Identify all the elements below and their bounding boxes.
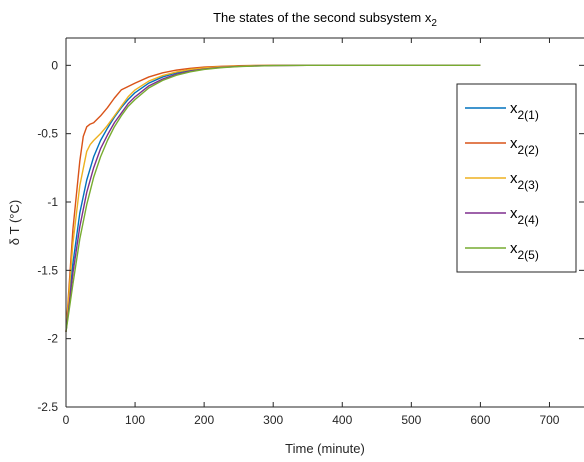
x-tick-label: 300 — [263, 413, 283, 427]
legend-entry-subscript: 2(5) — [518, 248, 539, 262]
series-layer — [65, 64, 481, 332]
chart-title-main: The states of the second subsystem x — [213, 10, 432, 25]
series-line-2(5) — [65, 64, 481, 332]
chart-title-subscript: 2 — [431, 18, 437, 29]
y-tick-label: -0.5 — [37, 127, 58, 141]
x-tick-label: 400 — [332, 413, 352, 427]
axes-layer — [65, 37, 584, 408]
legend-entry-name: x — [510, 135, 518, 152]
legend-entry-name: x — [510, 100, 518, 117]
y-tick-label: -2.5 — [37, 400, 58, 414]
legend-entry-subscript: 2(3) — [518, 178, 539, 192]
legend-entry-label: x2(5) — [510, 240, 539, 262]
x-tick-label: 500 — [401, 413, 421, 427]
x-tick-label: 0 — [63, 413, 70, 427]
legend-entry-label: x2(1) — [510, 100, 539, 122]
y-tick-label: -1.5 — [37, 263, 58, 277]
legend: x2(1)x2(2)x2(3)x2(4)x2(5) — [456, 83, 577, 273]
legend-entry-name: x — [510, 240, 518, 257]
legend-entry-name: x — [510, 205, 518, 222]
y-tick-label: -1 — [47, 195, 58, 209]
legend-entry-subscript: 2(2) — [518, 143, 539, 157]
legend-entry-label: x2(3) — [510, 170, 539, 192]
ticks-layer: 0 100 200 300 400 500 600 700 0 -0.5 -1 -1.5 -2 -2.5 — [37, 38, 584, 427]
x-tick-label: 100 — [125, 413, 145, 427]
legend-entry-subscript: 2(1) — [518, 108, 539, 122]
x-tick-label: 700 — [539, 413, 559, 427]
y-tick-label: 0 — [51, 58, 58, 72]
legend-entry-subscript: 2(4) — [518, 213, 539, 227]
legend-entry-label: x2(4) — [510, 205, 539, 227]
x-tick-label: 600 — [470, 413, 490, 427]
chart-title: The states of the second subsystem x2 — [213, 10, 437, 29]
y-tick-label: -2 — [47, 332, 58, 346]
x-axis-label: Time (minute) — [285, 441, 365, 456]
legend-entry-name: x — [510, 170, 518, 187]
y-axis-label: δ T (°C) — [7, 200, 22, 245]
legend-entry-label: x2(2) — [510, 135, 539, 157]
x-tick-label: 200 — [194, 413, 214, 427]
